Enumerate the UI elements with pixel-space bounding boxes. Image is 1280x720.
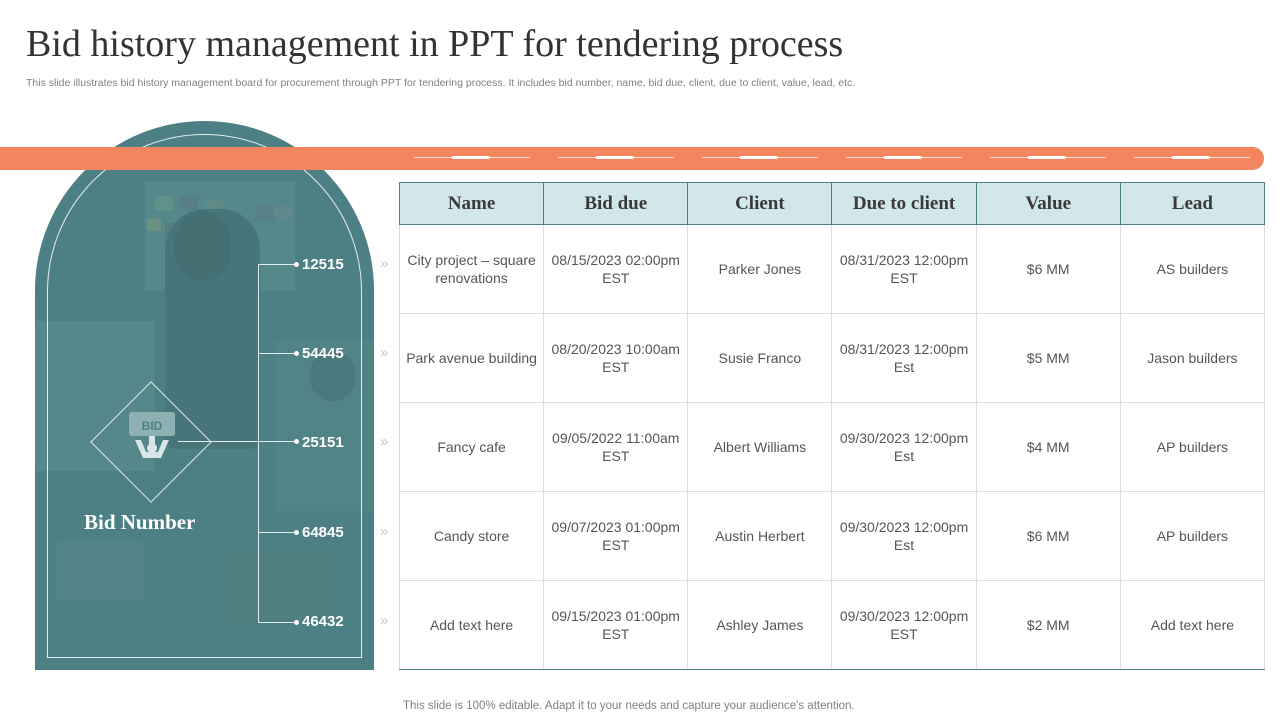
table-row: City project – square renovations 08/15/… bbox=[398, 224, 1266, 314]
node-dot bbox=[294, 620, 299, 625]
connector-stem bbox=[178, 441, 298, 442]
connector-trunk bbox=[258, 264, 259, 622]
chevron-right-icon: » bbox=[380, 433, 389, 450]
cell-value: $2 MM bbox=[975, 580, 1121, 670]
cell-client: Ashley James bbox=[687, 580, 833, 670]
node-dot bbox=[294, 530, 299, 535]
cell-client: Parker Jones bbox=[687, 224, 833, 314]
bar-dash bbox=[990, 156, 1106, 159]
bid-number-label: Bid Number bbox=[84, 510, 196, 534]
chevron-right-icon: » bbox=[380, 344, 389, 361]
cell-name: Add text here bbox=[398, 580, 545, 670]
cell-name: Candy store bbox=[398, 491, 545, 581]
cell-lead: AP builders bbox=[1119, 402, 1266, 492]
bid-number: 12515 bbox=[302, 256, 344, 273]
connector-branch bbox=[258, 353, 296, 354]
bar-dash bbox=[414, 156, 530, 159]
cell-value: $5 MM bbox=[975, 313, 1121, 403]
table-header-row: Name Bid due Client Due to client Value … bbox=[398, 182, 1266, 225]
bid-number: 25151 bbox=[302, 434, 344, 451]
slide-footer-note: This slide is 100% editable. Adapt it to… bbox=[403, 700, 855, 712]
cell-name: Fancy cafe bbox=[398, 402, 545, 492]
cell-bid-due: 08/20/2023 10:00am EST bbox=[543, 313, 689, 403]
chevron-right-icon: » bbox=[380, 523, 389, 540]
cell-bid-due: 09/07/2023 01:00pm EST bbox=[543, 491, 689, 581]
chevron-right-icon: » bbox=[380, 255, 389, 272]
connector-branch bbox=[258, 264, 296, 265]
column-header-due-to-client: Due to client bbox=[831, 182, 977, 225]
cell-due-to-client: 09/30/2023 12:00pm EST bbox=[831, 580, 977, 670]
cell-lead: AP builders bbox=[1119, 491, 1266, 581]
cell-due-to-client: 08/31/2023 12:00pm EST bbox=[831, 224, 977, 314]
column-header-name: Name bbox=[398, 182, 545, 225]
cell-lead: AS builders bbox=[1119, 224, 1266, 314]
node-dot bbox=[294, 262, 299, 267]
cell-due-to-client: 08/31/2023 12:00pm Est bbox=[831, 313, 977, 403]
node-dot bbox=[294, 351, 299, 356]
cell-value: $6 MM bbox=[975, 491, 1121, 581]
cell-bid-due: 09/05/2022 11:00am EST bbox=[543, 402, 689, 492]
cell-client: Austin Herbert bbox=[687, 491, 833, 581]
chevron-right-icon: » bbox=[380, 612, 389, 629]
cell-due-to-client: 09/30/2023 12:00pm Est bbox=[831, 402, 977, 492]
slide-subtitle: This slide illustrates bid history manag… bbox=[26, 77, 856, 89]
cell-name: Park avenue building bbox=[398, 313, 545, 403]
accent-bar bbox=[0, 147, 1264, 170]
column-header-lead: Lead bbox=[1119, 182, 1266, 225]
column-header-value: Value bbox=[975, 182, 1121, 225]
cell-value: $4 MM bbox=[975, 402, 1121, 492]
cell-client: Susie Franco bbox=[687, 313, 833, 403]
cell-bid-due: 08/15/2023 02:00pm EST bbox=[543, 224, 689, 314]
column-header-client: Client bbox=[687, 182, 833, 225]
table-row: Candy store 09/07/2023 01:00pm EST Austi… bbox=[398, 491, 1266, 581]
connector-branch bbox=[258, 532, 296, 533]
bid-number: 46432 bbox=[302, 613, 344, 630]
cell-lead: Jason builders bbox=[1119, 313, 1266, 403]
bar-dash bbox=[1134, 156, 1250, 159]
connector-branch bbox=[258, 622, 296, 623]
bar-dash bbox=[558, 156, 674, 159]
node-dot bbox=[294, 439, 299, 444]
cell-name: City project – square renovations bbox=[398, 224, 545, 314]
bid-number: 54445 bbox=[302, 345, 344, 362]
bar-dash bbox=[702, 156, 818, 159]
bar-dash bbox=[846, 156, 962, 159]
arch-outline bbox=[47, 134, 362, 658]
auction-bid-icon: BID bbox=[129, 412, 175, 458]
table-row: Add text here 09/15/2023 01:00pm EST Ash… bbox=[398, 580, 1266, 670]
svg-text:BID: BID bbox=[142, 419, 163, 433]
table-row: Fancy cafe 09/05/2022 11:00am EST Albert… bbox=[398, 402, 1266, 492]
cell-due-to-client: 09/30/2023 12:00pm Est bbox=[831, 491, 977, 581]
cell-client: Albert Williams bbox=[687, 402, 833, 492]
table-row: Park avenue building 08/20/2023 10:00am … bbox=[398, 313, 1266, 403]
slide-title: Bid history management in PPT for tender… bbox=[26, 23, 844, 65]
cell-lead: Add text here bbox=[1119, 580, 1266, 670]
bid-number: 64845 bbox=[302, 524, 344, 541]
bid-history-table: Name Bid due Client Due to client Value … bbox=[398, 182, 1266, 670]
column-header-bid-due: Bid due bbox=[543, 182, 689, 225]
cell-value: $6 MM bbox=[975, 224, 1121, 314]
cell-bid-due: 09/15/2023 01:00pm EST bbox=[543, 580, 689, 670]
